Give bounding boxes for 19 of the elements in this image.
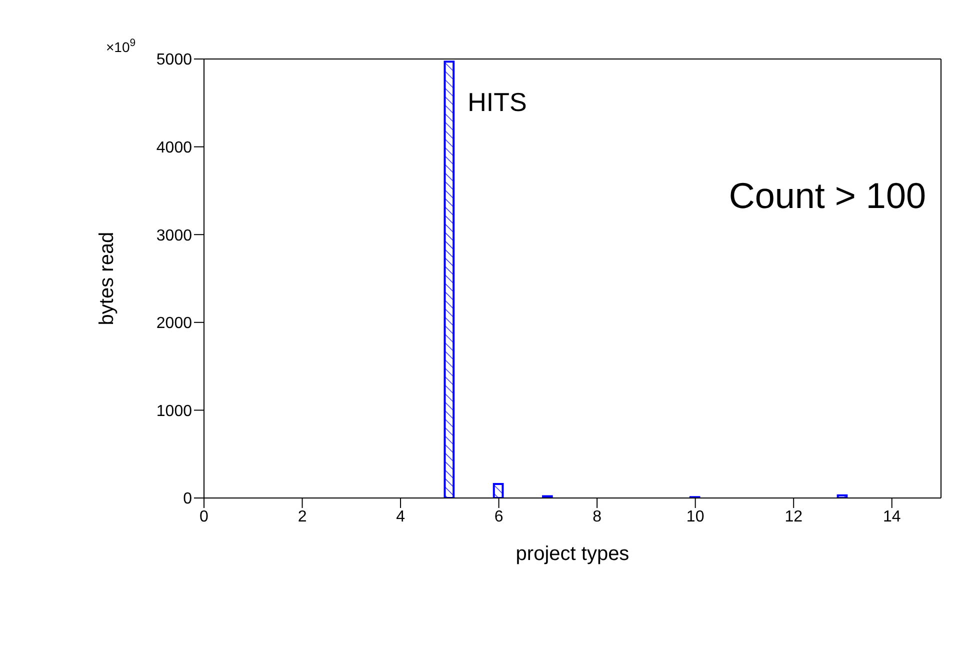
y-tick-label: 2000 <box>156 315 192 332</box>
y-tick-label: 5000 <box>156 52 192 69</box>
x-tick-label: 2 <box>298 508 307 526</box>
x-tick-label: 12 <box>784 508 803 526</box>
x-tick-label: 10 <box>686 508 704 526</box>
annotation: HITS <box>468 86 527 117</box>
y-tick-label: 4000 <box>156 139 192 156</box>
y-tick-label: 1000 <box>156 402 192 420</box>
x-tick-label: 4 <box>396 508 406 526</box>
x-tick-label: 6 <box>494 508 504 526</box>
x-tick-label: 0 <box>200 508 209 526</box>
y-axis-title: bytes read <box>96 232 118 326</box>
x-tick-label: 8 <box>592 508 602 526</box>
y-tick-label: 0 <box>183 490 192 508</box>
text: ×10$^{9}$ <box>106 37 136 55</box>
y-tick-label: 3000 <box>156 227 192 244</box>
x-axis-title: project types <box>516 543 630 565</box>
x-tick-label: 14 <box>882 508 901 526</box>
annotation: Count > 100 <box>728 175 926 216</box>
